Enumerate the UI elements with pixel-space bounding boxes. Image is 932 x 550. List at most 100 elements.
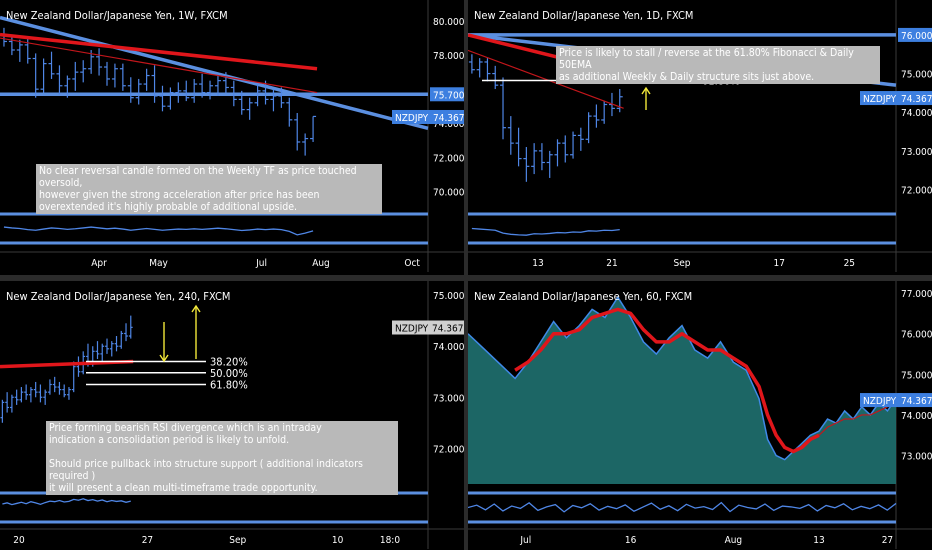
h4-analysis-note: Price forming bearish RSI divergence whi… bbox=[46, 421, 398, 495]
time-axis-label: 10 bbox=[332, 535, 344, 546]
ohlc-bar bbox=[5, 392, 10, 413]
ohlc-bar bbox=[270, 89, 277, 112]
ohlc-bar bbox=[159, 85, 166, 112]
time-axis-label: Aug bbox=[312, 258, 330, 269]
ohlc-bar bbox=[214, 73, 221, 96]
ohlc-bar bbox=[9, 394, 14, 413]
ohlc-bar bbox=[16, 39, 23, 62]
price-axis-label: 74.000 bbox=[901, 411, 932, 422]
ema_slow-line bbox=[514, 307, 820, 454]
ohlc-bar bbox=[492, 65, 499, 90]
last-price-tag-box bbox=[898, 393, 932, 408]
weekly-analysis-note: No clear reversal candle formed on the W… bbox=[36, 164, 382, 214]
ohlc-bar bbox=[278, 87, 285, 108]
up-arrow-head bbox=[191, 304, 201, 313]
level-price-tag-box bbox=[430, 87, 464, 102]
daily-chart-panel[interactable]: 76.000 75.000 74.000 73.000 72.000 13 21 Sep 17 2… bbox=[468, 0, 932, 275]
time-axis-label: 16 bbox=[625, 535, 637, 546]
price-axis-label: 72.000 bbox=[433, 153, 464, 164]
ohlc-bar bbox=[119, 330, 124, 349]
daily-chart-title: New Zealand Dollar/Japanese Yen, 1D, FXC… bbox=[474, 9, 694, 22]
symbol-tag: NZDJPY bbox=[395, 324, 429, 335]
ema_fast-line bbox=[0, 37, 318, 94]
fib-level-label: 50.00% bbox=[210, 367, 248, 380]
ohlc-bar bbox=[29, 387, 33, 403]
ohlc-bar bbox=[104, 61, 110, 86]
ohlc-bar bbox=[476, 58, 483, 78]
ohlc-bar bbox=[96, 48, 103, 76]
symbol-tag-box bbox=[860, 393, 903, 408]
ohlc-bar bbox=[43, 389, 48, 405]
price-axis-label: 80.000 bbox=[433, 17, 464, 28]
trendline bbox=[0, 15, 429, 131]
symbol-tag-box bbox=[860, 91, 903, 106]
ohlc-bar bbox=[64, 75, 71, 98]
rsi-line bbox=[471, 227, 620, 236]
ohlc-bar bbox=[191, 78, 198, 103]
price-axis-label: 73.000 bbox=[901, 452, 932, 463]
level-price-tag: 76.000 bbox=[901, 31, 932, 42]
ohlc-bar bbox=[523, 147, 530, 182]
price-axis-label: 73.000 bbox=[433, 393, 464, 404]
h4-chart-title: New Zealand Dollar/Japanese Yen, 240, FX… bbox=[6, 290, 231, 303]
rsi-line bbox=[3, 226, 314, 236]
ema_slow-line bbox=[0, 359, 134, 369]
time-axis-label: 13 bbox=[532, 258, 543, 269]
up-arrow-head bbox=[641, 86, 651, 95]
ohlc-bar bbox=[8, 34, 15, 56]
time-axis-label: Sep bbox=[674, 258, 691, 269]
ohlc-bar bbox=[246, 97, 253, 120]
down-arrow-head bbox=[159, 354, 169, 363]
ohlc-bar bbox=[175, 82, 182, 103]
ohlc-bar bbox=[109, 341, 114, 357]
weekly-chart-panel[interactable]: 80.000 78.000 74.000 72.000 70.000 Apr May Jul A… bbox=[0, 0, 464, 275]
level-price-tag: 75.700 bbox=[433, 90, 464, 101]
ohlc-bar bbox=[593, 104, 600, 128]
symbol-tag-box bbox=[392, 109, 435, 124]
ohlc-bar bbox=[199, 73, 206, 98]
h1-chart-panel[interactable]: 77.000 76.000 75.000 74.000 73.000 Jul 16 Aug 13… bbox=[468, 281, 932, 550]
time-axis-label: 27 bbox=[882, 535, 893, 546]
ohlc-bar bbox=[62, 384, 67, 398]
price-axis-label: 72.000 bbox=[433, 444, 464, 455]
ohlc-bar bbox=[32, 53, 39, 98]
price-axis-label: 75.000 bbox=[901, 370, 932, 381]
ohlc-bar bbox=[302, 133, 309, 156]
ohlc-bar bbox=[33, 381, 38, 398]
symbol-tag-box bbox=[392, 320, 435, 335]
time-axis-label: Sep bbox=[229, 535, 246, 546]
ohlc-bar bbox=[100, 343, 105, 362]
ohlc-bar bbox=[167, 87, 174, 110]
ohlc-bar bbox=[254, 84, 261, 107]
symbol-tag: NZDJPY bbox=[863, 396, 897, 407]
panel-divider-horizontal bbox=[0, 275, 932, 281]
ohlc-bar bbox=[48, 51, 55, 79]
ohlc-bar bbox=[507, 116, 514, 155]
time-axis-label: 20 bbox=[13, 535, 25, 546]
price-axis-label: 77.000 bbox=[901, 289, 932, 300]
ema_slow-line bbox=[0, 32, 318, 71]
h4-chart-canvas[interactable]: 75.000 74.000 73.000 72.000 20 27 Sep 10 18:0 38.… bbox=[0, 281, 464, 550]
h4-chart-panel[interactable]: 75.000 74.000 73.000 72.000 20 27 Sep 10 18:0 38.… bbox=[0, 281, 464, 550]
symbol-tag: NZDJPY bbox=[395, 113, 429, 124]
time-axis-label: May bbox=[149, 258, 168, 269]
weekly-chart-canvas[interactable]: 80.000 78.000 74.000 72.000 70.000 Apr May Jul A… bbox=[0, 0, 464, 275]
ohlc-bar bbox=[286, 97, 293, 127]
price-axis-label: 70.000 bbox=[433, 187, 464, 198]
h1-chart-title: New Zealand Dollar/Japanese Yen, 60, FXC… bbox=[474, 290, 693, 303]
ema_fast-line bbox=[468, 49, 624, 109]
time-axis-label: 21 bbox=[606, 258, 617, 269]
ohlc-bar bbox=[222, 72, 229, 93]
price-axis-label: 73.000 bbox=[901, 147, 932, 158]
ohlc-bar bbox=[76, 356, 81, 377]
ohlc-bar bbox=[111, 63, 118, 88]
h1-chart-canvas[interactable]: 77.000 76.000 75.000 74.000 73.000 Jul 16 Aug 13… bbox=[468, 281, 932, 550]
price-axis-label: 76.000 bbox=[901, 330, 932, 341]
ohlc-bar bbox=[95, 341, 100, 359]
ohlc-bar bbox=[38, 384, 43, 403]
daily-chart-canvas[interactable]: 76.000 75.000 74.000 73.000 72.000 13 21 Sep 17 2… bbox=[468, 0, 932, 275]
ohlc-bar bbox=[19, 387, 24, 403]
ohlc-bar bbox=[151, 65, 158, 103]
ema_fast-line bbox=[818, 406, 888, 436]
rsi-line bbox=[2, 498, 131, 506]
